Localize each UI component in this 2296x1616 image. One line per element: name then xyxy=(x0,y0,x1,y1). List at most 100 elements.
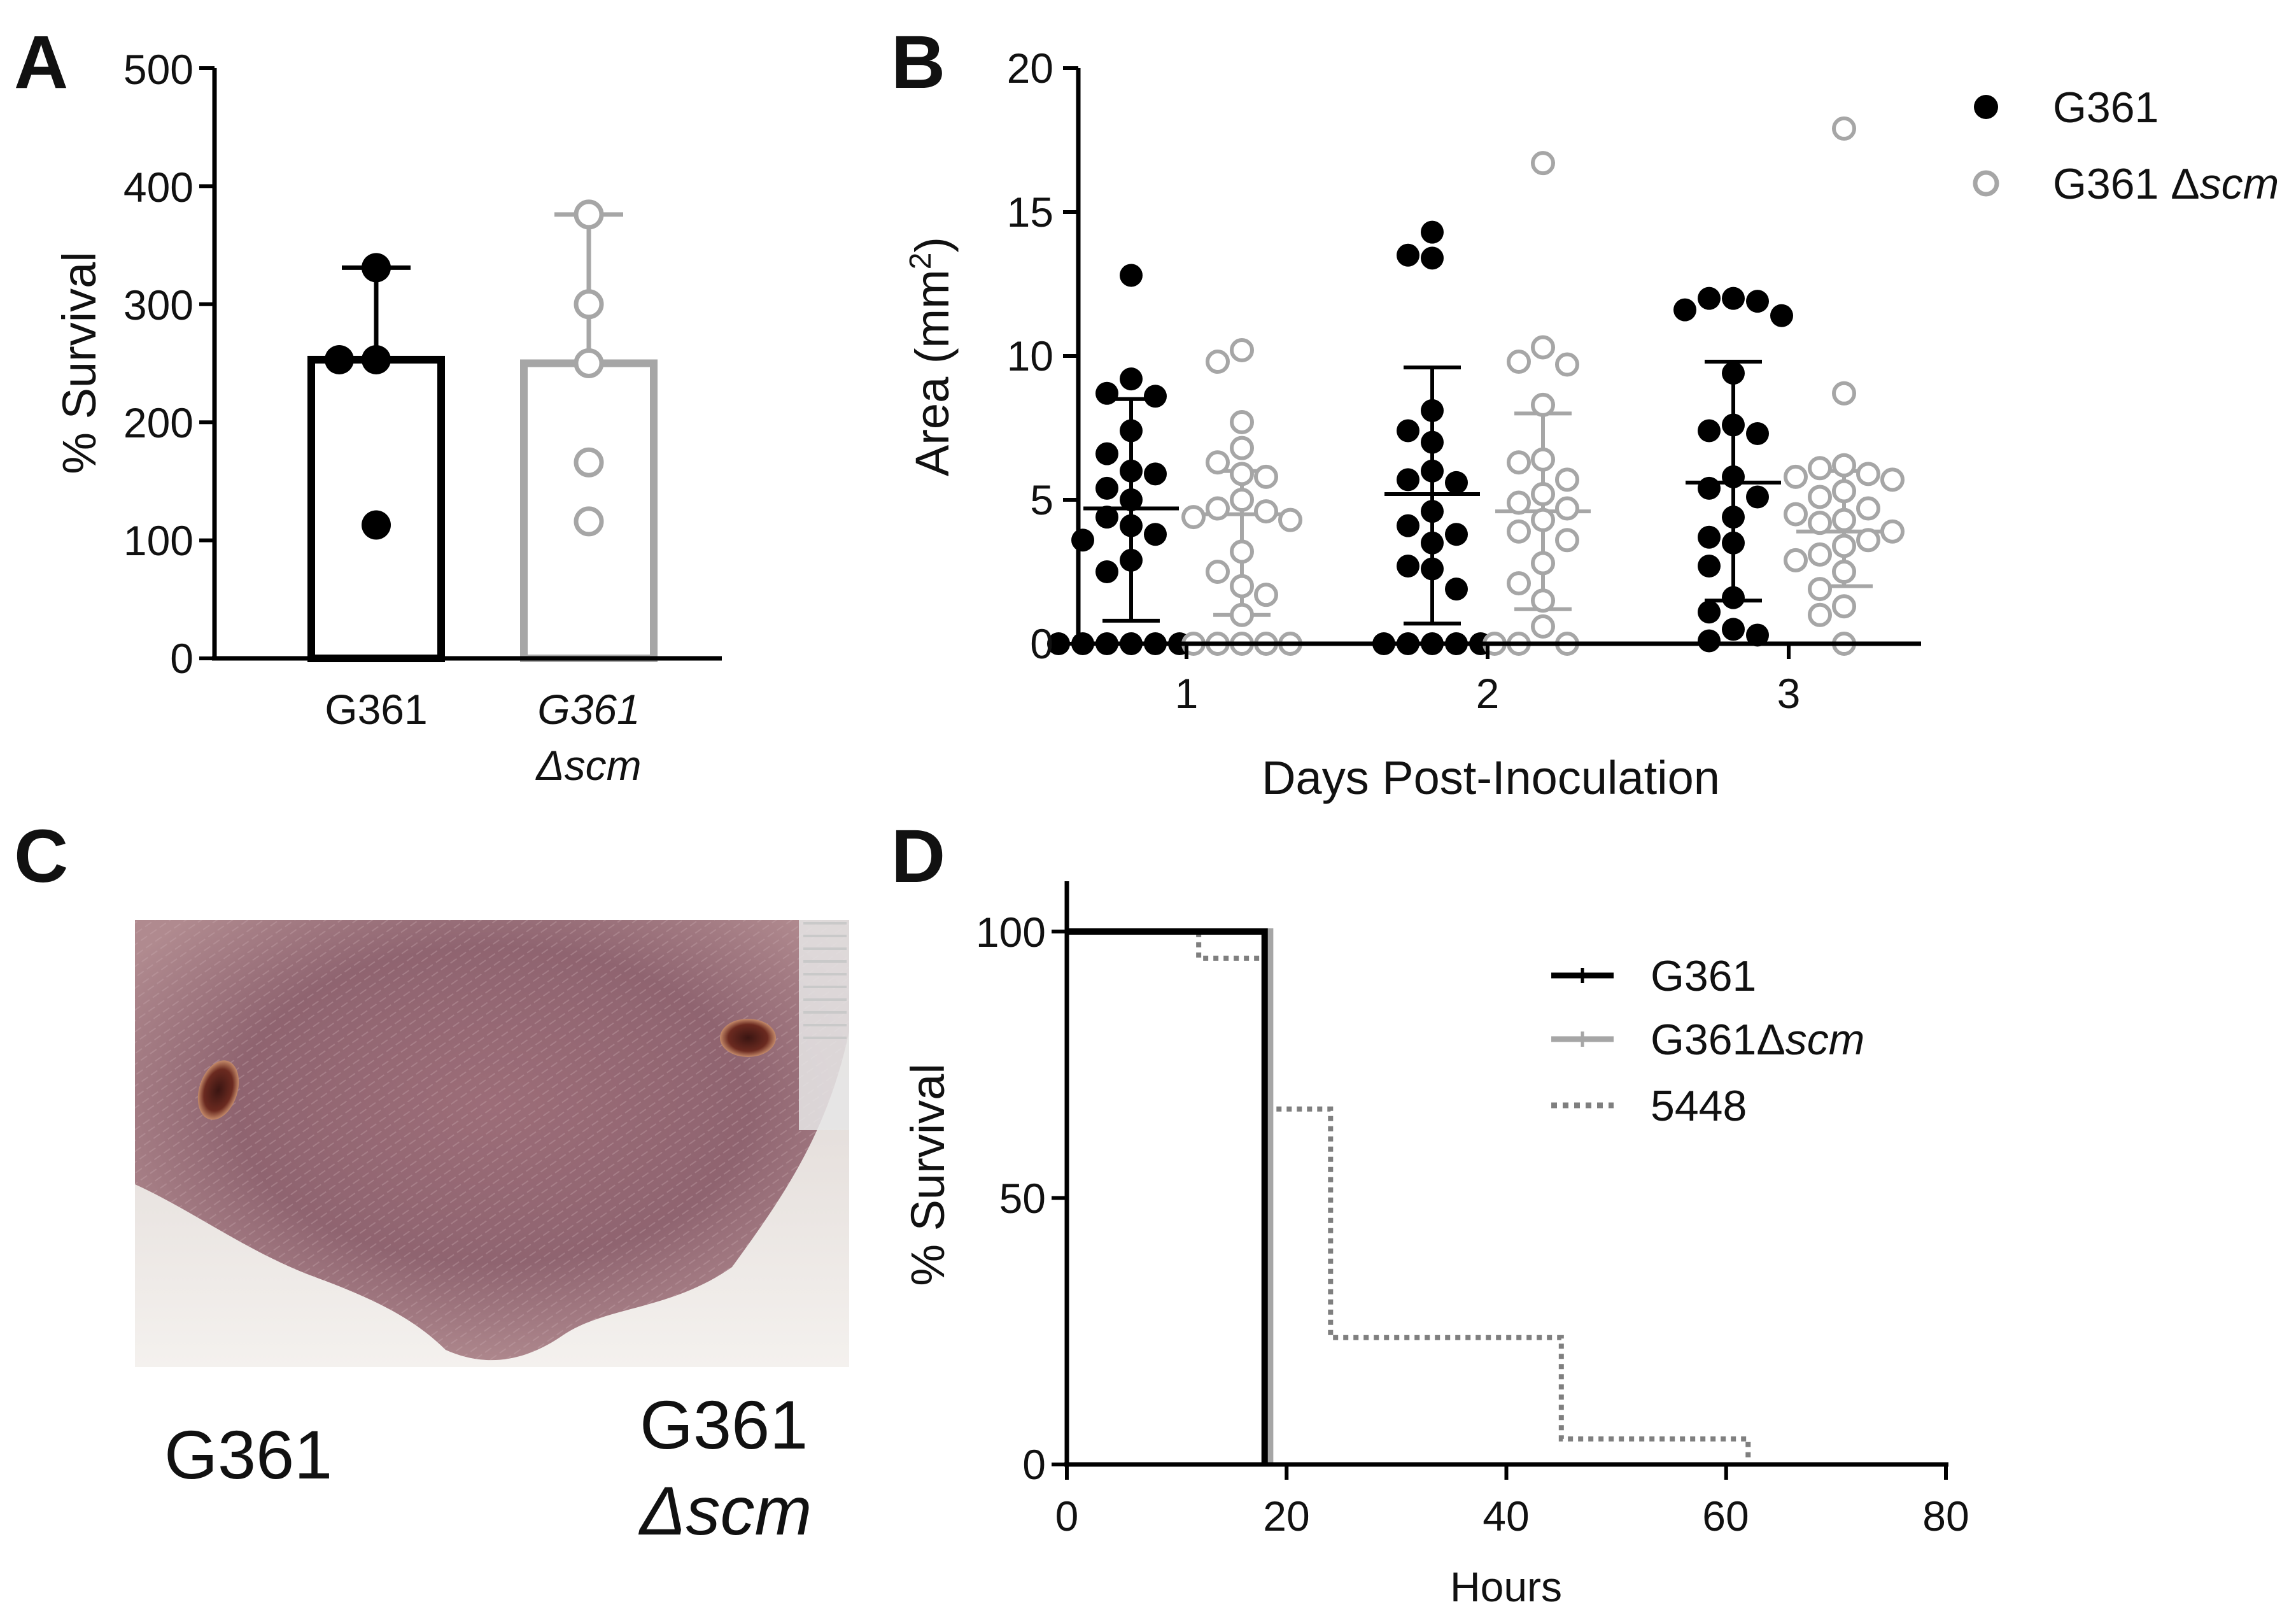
panel-b-point xyxy=(1832,507,1856,532)
panel-b-point xyxy=(1770,304,1793,327)
panel-d-legend-label-g361: G361 xyxy=(1651,952,1756,1000)
panel-b-point xyxy=(1230,488,1254,512)
panel-b-point xyxy=(1095,506,1118,529)
panel-a-point xyxy=(325,344,354,374)
panel-b-point xyxy=(1230,337,1254,362)
photo-cage-bars xyxy=(803,922,847,1039)
panel-b-point xyxy=(1254,583,1278,607)
lesion-g361 xyxy=(197,1060,239,1120)
panel-b-point xyxy=(1120,548,1143,572)
panel-b-point xyxy=(1531,588,1555,613)
panel-b-y-axis-label-sup: 2 xyxy=(904,253,938,270)
panel-b-legend-marker-g361 xyxy=(1974,95,1998,119)
panel-b-point xyxy=(1421,430,1444,454)
panel-d-x-axis-label: Hours xyxy=(1450,1563,1562,1610)
panel-b-point xyxy=(1445,578,1468,601)
panel-b-point xyxy=(1144,462,1167,486)
panel-b-point xyxy=(1397,243,1419,267)
panel-b-point xyxy=(1254,464,1278,489)
panel-b-point xyxy=(1784,548,1808,572)
panel-a-point xyxy=(362,510,391,540)
panel-b-point xyxy=(1555,352,1579,377)
panel-d-legend-label-g361-scm-main: G361Δ xyxy=(1651,1016,1785,1064)
panel-b-point xyxy=(1722,586,1745,609)
panel-b-point xyxy=(1120,264,1143,287)
panel-b-y-tick-5: 5 xyxy=(1030,476,1053,523)
panel-b-point xyxy=(1722,618,1745,641)
panel-b-point xyxy=(1746,422,1769,446)
panel-b-point xyxy=(1230,602,1254,627)
panel-b-point xyxy=(1880,519,1905,544)
panel-a-x-label-g361-scm-line1: G361 xyxy=(537,686,640,733)
panel-d-y-axis-label: % Survival xyxy=(901,1063,954,1286)
panel-b-point xyxy=(1144,385,1167,408)
panel-a-y-axis-label: % Survival xyxy=(53,252,106,474)
panel-b-point xyxy=(1445,471,1468,494)
panel-b-point xyxy=(1832,594,1856,619)
panel-a-y-tick-400: 400 xyxy=(123,164,194,211)
panel-b-point xyxy=(1230,574,1254,599)
panel-b-point xyxy=(1698,287,1721,310)
panel-b-point xyxy=(1120,488,1143,511)
panel-a-point xyxy=(362,253,391,283)
panel-letter-b: B xyxy=(891,20,945,104)
panel-d-x-tick-20: 20 xyxy=(1263,1492,1309,1540)
panel-b-point xyxy=(1832,453,1856,478)
panel-a-x-label-g361-scm-line2: Δscm xyxy=(535,742,641,789)
panel-b-point xyxy=(1230,409,1254,434)
panel-b-point xyxy=(1698,629,1721,653)
panel-b-point xyxy=(1746,485,1769,509)
panel-b-x-axis-label: Days Post-Inoculation xyxy=(1262,751,1720,804)
photo-label-g361: G361 xyxy=(164,1416,332,1493)
panel-b-point xyxy=(1808,511,1832,535)
panel-b-point xyxy=(1673,298,1696,322)
panel-b-point xyxy=(1555,528,1579,553)
panel-d-survival-line xyxy=(1067,928,1268,1464)
panel-b-point xyxy=(1047,632,1070,655)
panel-b-point xyxy=(1698,554,1721,578)
panel-b-point xyxy=(1555,467,1579,492)
panel-b-point xyxy=(1254,499,1278,524)
panel-b-point xyxy=(1698,476,1721,500)
panel-b-point xyxy=(1722,506,1745,529)
panel-d-legend-label-5448: 5448 xyxy=(1651,1082,1747,1130)
panel-a-bar xyxy=(307,355,445,662)
panel-b-point xyxy=(1856,528,1880,553)
panel-a-y-tick-300: 300 xyxy=(123,281,194,329)
panel-b-point xyxy=(1698,600,1721,624)
panel-b-legend-label-g361-scm-italic: scm xyxy=(2200,160,2279,208)
panel-b-point xyxy=(1397,419,1419,443)
photo-label-g361-scm-line1: G361 xyxy=(640,1386,808,1463)
panel-b-point xyxy=(1095,476,1118,500)
panel-b-point xyxy=(1095,381,1118,405)
panel-b-point xyxy=(1531,447,1555,472)
panel-b-scatter-chart: 0 5 10 15 20 1 2 3 Days Post-Inoculation… xyxy=(904,45,2279,804)
panel-b-point xyxy=(1832,116,1856,141)
panel-b-point xyxy=(1507,571,1531,596)
panel-b-point xyxy=(1144,523,1167,546)
panel-b-point xyxy=(1722,465,1745,488)
panel-a-y-tick-200: 200 xyxy=(123,399,194,446)
panel-a-y-tick-100: 100 xyxy=(123,517,194,564)
panel-b-point xyxy=(1808,602,1832,627)
panel-b-point xyxy=(1784,502,1808,527)
panel-b-point xyxy=(1531,481,1555,506)
panel-b-point xyxy=(1856,462,1880,486)
panel-b-point xyxy=(1230,539,1254,564)
panel-a-point xyxy=(574,348,604,378)
panel-b-y-axis-label-main: Area (mm xyxy=(906,269,959,476)
panel-b-point xyxy=(1722,362,1745,385)
lesion-g361-scm xyxy=(720,1019,776,1057)
panel-b-point xyxy=(1206,496,1230,521)
panel-b-point xyxy=(1120,514,1143,537)
panel-b-x-tick-3: 3 xyxy=(1777,670,1801,717)
panel-b-point xyxy=(1808,456,1832,481)
panel-b-point xyxy=(1698,525,1721,549)
panel-d-x-tick-0: 0 xyxy=(1055,1492,1079,1540)
panel-d-y-tick-100: 100 xyxy=(976,909,1046,956)
panel-a-bar-chart: 0 100 200 300 400 500 % Survival G361 G3… xyxy=(53,46,722,789)
panel-b-point xyxy=(1531,392,1555,417)
panel-c-photo: G361 G361 Δscm xyxy=(135,920,849,1549)
panel-letter-d: D xyxy=(891,814,945,898)
panel-b-point xyxy=(1230,436,1254,460)
